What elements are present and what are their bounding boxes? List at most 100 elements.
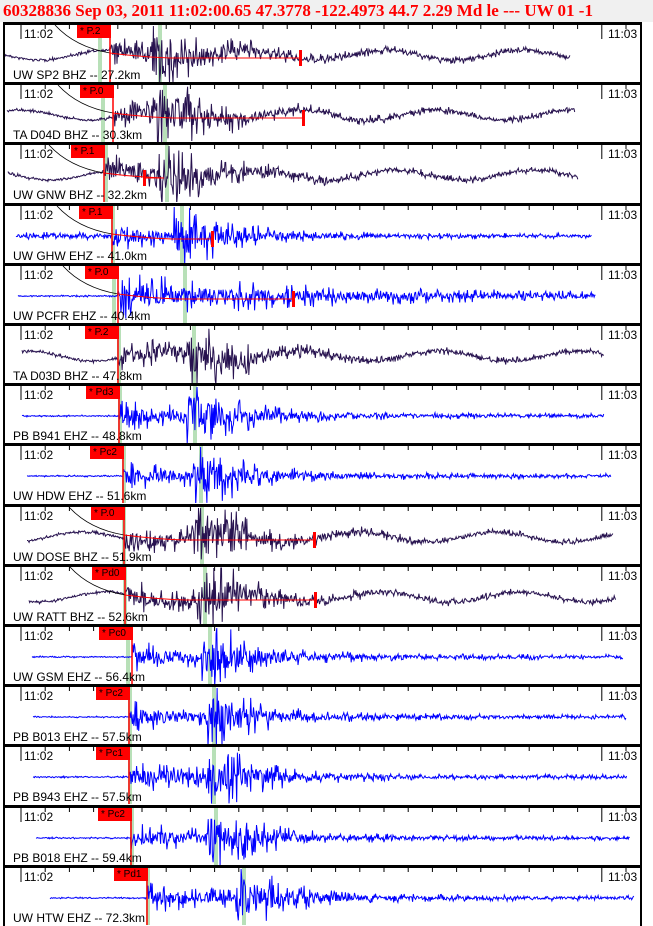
end-time-label: 11:03 [608, 388, 638, 403]
end-time-label: 11:03 [608, 629, 638, 643]
pick-flag[interactable]: * P.0 [91, 506, 125, 520]
end-time-label: 11:03 [608, 207, 638, 222]
channel-row[interactable]: 11:02 11:03 UW GNW BHZ -- 32.2km * P.1 [5, 142, 640, 203]
waveform-plot [20, 326, 627, 383]
waveform-trace [21, 328, 605, 383]
channel-row[interactable]: 11:02 11:03 UW SP2 BHZ -- 27.2km * P.2 [5, 22, 640, 82]
channel-row[interactable]: 11:02 11:03 PB B943 EHZ -- 57.5km * Pc1 [5, 744, 640, 805]
start-time-label: 11:02 [24, 508, 54, 523]
pick-flag[interactable]: * Pc2 [98, 807, 132, 821]
end-time-label: 11:03 [608, 809, 638, 824]
waveform-trace [6, 86, 576, 143]
pick-flag[interactable]: * Pd1 [114, 867, 148, 881]
start-time-label: 11:02 [24, 147, 54, 162]
seismogram-panel[interactable]: 11:02 11:03 UW SP2 BHZ -- 27.2km * P.2 11:02… [3, 22, 642, 926]
pick-flag[interactable]: * P.1 [71, 145, 105, 159]
channel-label: PB B943 EHZ -- 57.5km [13, 790, 142, 805]
waveform-plot [20, 566, 627, 624]
end-time-label: 11:03 [608, 147, 638, 162]
start-time-label: 11:02 [24, 87, 54, 102]
channel-label: UW GNW BHZ -- 32.2km [13, 188, 147, 203]
pick-flag[interactable]: * Pc1 [96, 747, 130, 761]
phase-marker [128, 747, 132, 805]
waveform-plot [17, 265, 627, 323]
coda-end-marker[interactable] [143, 170, 146, 187]
pick-flag[interactable]: * Pc0 [99, 627, 133, 640]
start-time-label: 11:02 [24, 267, 54, 282]
coda-end-marker[interactable] [313, 531, 316, 548]
channel-row[interactable]: 11:02 11:03 PB B013 EHZ -- 57.5km * Pc2 [5, 684, 640, 745]
end-time-label: 11:03 [608, 87, 638, 102]
channel-label: UW GHW EHZ -- 41.0km [13, 248, 147, 263]
channel-label: UW HDW EHZ -- 51.6km [13, 489, 147, 504]
start-time-label: 11:02 [24, 328, 54, 342]
phase-marker [242, 867, 246, 925]
channel-label: UW PCFR EHZ -- 40.4km [13, 308, 151, 323]
start-time-label: 11:02 [24, 749, 54, 764]
channel-row[interactable]: 11:02 11:03 TA D03D BHZ -- 47.8km * P.2 [5, 323, 640, 383]
coda-end-marker[interactable] [302, 110, 305, 127]
pick-flag[interactable]: * Pd0 [92, 566, 126, 580]
channel-row[interactable]: 11:02 11:03 TA D04D BHZ -- 30.3km * P.0 [5, 82, 640, 143]
waveform-plot [20, 687, 627, 745]
coda-end-marker[interactable] [292, 290, 295, 307]
start-time-label: 11:02 [24, 869, 54, 884]
channel-label: TA D03D BHZ -- 47.8km [13, 369, 143, 383]
coda-line [123, 534, 314, 541]
channel-row[interactable]: 11:02 11:03 UW DOSE BHZ -- 51.9km * P.0 [5, 503, 640, 564]
start-time-label: 11:02 [24, 568, 54, 583]
channel-label: UW SP2 BHZ -- 27.2km [13, 68, 141, 82]
event-title: 60328836 Sep 03, 2011 11:02:00.65 47.377… [3, 1, 593, 20]
pick-flag[interactable]: * P.0 [85, 265, 119, 279]
waveform-plot [20, 627, 627, 684]
coda-line [109, 52, 300, 59]
waveform-trace [35, 818, 630, 865]
travel-time-curve [54, 25, 111, 54]
end-time-label: 11:03 [608, 869, 638, 884]
waveform-trace [28, 567, 617, 624]
coda-end-marker[interactable] [299, 50, 302, 66]
start-time-label: 11:02 [24, 448, 54, 463]
phase-marker [101, 85, 105, 143]
waveform-plot [20, 446, 627, 504]
coda-line [111, 233, 212, 240]
channel-row[interactable]: 11:02 11:03 UW HDW EHZ -- 51.6km * Pc2 [5, 443, 640, 504]
pick-flag[interactable]: * P.0 [80, 85, 114, 99]
coda-end-marker[interactable] [211, 230, 214, 247]
waveform-trace [31, 627, 624, 684]
end-time-label: 11:03 [608, 267, 638, 282]
pick-flag[interactable]: * Pc2 [90, 446, 124, 460]
phase-marker [130, 807, 134, 865]
channel-label: PB B018 EHZ -- 59.4km [13, 850, 142, 865]
start-time-label: 11:02 [24, 629, 54, 643]
end-time-label: 11:03 [608, 568, 638, 583]
travel-time-curve [48, 145, 105, 174]
waveform-trace [26, 447, 612, 504]
channel-row[interactable]: 11:02 11:03 PB B018 EHZ -- 59.4km * Pc2 [5, 804, 640, 865]
pick-flag[interactable]: * Pd3 [86, 386, 120, 400]
end-time-label: 11:03 [608, 689, 638, 704]
start-time-label: 11:02 [24, 689, 54, 704]
travel-time-curve [62, 265, 119, 295]
channel-row[interactable]: 11:02 11:03 UW GHW EHZ -- 41.0km * P.1 [5, 202, 640, 263]
pick-flag[interactable]: * Pc2 [96, 687, 130, 701]
channel-row[interactable]: 11:02 11:03 PB B941 EHZ -- 48.8km * Pd3 [5, 383, 640, 444]
channel-row[interactable]: 11:02 11:03 UW PCFR EHZ -- 40.4km * P.0 [5, 262, 640, 323]
coda-line [117, 293, 293, 300]
phase-marker [126, 627, 130, 684]
phase-marker [112, 265, 116, 323]
channel-row[interactable]: 11:02 11:03 UW GSM EHZ -- 56.4km * Pc0 [5, 624, 640, 684]
phase-marker [98, 25, 102, 82]
pick-flag[interactable]: * P.1 [79, 205, 113, 219]
channel-row[interactable]: 11:02 11:03 UW HTW EHZ -- 72.3km * Pd1 [5, 864, 640, 925]
travel-time-curve [68, 506, 125, 535]
pick-flag[interactable]: * P.2 [85, 326, 119, 339]
pick-flag[interactable]: * P.2 [77, 25, 111, 38]
start-time-label: 11:02 [24, 207, 54, 222]
channel-row[interactable]: 11:02 11:03 UW RATT BHZ -- 52.6km * Pd0 [5, 563, 640, 624]
travel-time-curve [69, 566, 126, 596]
waveform-trace [7, 146, 579, 203]
waveform-trace [32, 752, 628, 805]
coda-end-marker[interactable] [314, 591, 317, 608]
end-time-label: 11:03 [608, 749, 638, 764]
